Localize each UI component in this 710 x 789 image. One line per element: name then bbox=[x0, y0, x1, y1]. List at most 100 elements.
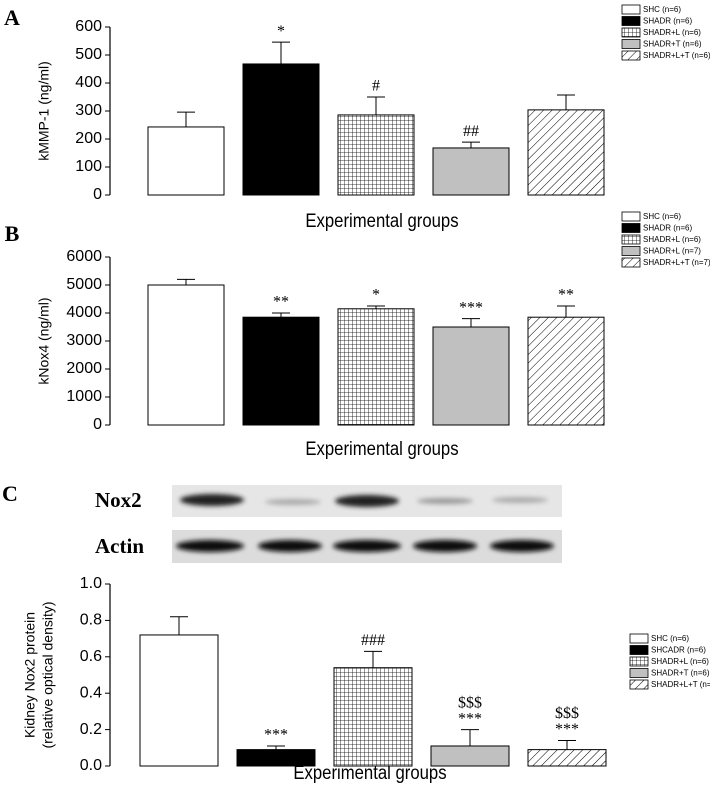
significance-label: ** bbox=[558, 287, 574, 304]
y-tick-label: 3000 bbox=[66, 332, 102, 349]
bar bbox=[432, 147, 510, 196]
significance-label: $$$ bbox=[458, 694, 482, 711]
legend-swatch bbox=[621, 4, 641, 15]
legend-label: SHADR+L+T (n=6) bbox=[643, 51, 710, 60]
panel-label: A bbox=[4, 5, 20, 30]
y-axis-label: (relative optical density) bbox=[40, 601, 56, 748]
legend-swatch bbox=[629, 645, 649, 655]
blot-band bbox=[413, 540, 477, 552]
legend-label: SHADR+L (n=6) bbox=[643, 28, 701, 37]
legend-swatch bbox=[621, 246, 641, 256]
significance-label: # bbox=[372, 78, 380, 95]
blot-band bbox=[417, 498, 473, 504]
x-axis-label: Experimental groups bbox=[305, 210, 458, 231]
legend-label: SHC (n=6) bbox=[651, 634, 689, 643]
significance-label: * bbox=[277, 23, 285, 40]
y-tick-label: 0.4 bbox=[80, 684, 102, 701]
y-tick-label: 0 bbox=[93, 416, 102, 433]
y-tick-label: 5000 bbox=[66, 276, 102, 293]
significance-label: *** bbox=[264, 727, 288, 744]
western-blot bbox=[172, 485, 562, 563]
bar bbox=[430, 745, 510, 767]
y-tick-label: 2000 bbox=[66, 360, 102, 377]
legend-label: SHADR+L (n=6) bbox=[651, 657, 709, 666]
legend-swatch bbox=[621, 16, 641, 26]
y-axis-label: Kidney Nox2 protein bbox=[22, 612, 38, 738]
legend-swatch bbox=[621, 234, 641, 245]
blot-band bbox=[258, 540, 322, 552]
legend-label: SHADR+T (n=6) bbox=[643, 40, 702, 49]
panel-label: B bbox=[5, 221, 20, 246]
y-tick-label: 4000 bbox=[66, 304, 102, 321]
legend-swatch bbox=[621, 223, 641, 233]
y-tick-label: 400 bbox=[75, 74, 102, 91]
y-tick-label: 0 bbox=[93, 186, 102, 203]
legend-swatch bbox=[629, 679, 649, 690]
y-tick-label: 0.2 bbox=[80, 721, 102, 738]
blot-band bbox=[176, 540, 244, 552]
panel-label: C bbox=[2, 481, 18, 506]
blot-band bbox=[333, 540, 401, 552]
y-tick-label: 6000 bbox=[66, 248, 102, 265]
significance-label: $$$ bbox=[555, 705, 579, 722]
legend-label: SHC (n=6) bbox=[643, 212, 681, 221]
legend-label: SHADR+L (n=6) bbox=[643, 235, 701, 244]
y-tick-label: 200 bbox=[75, 130, 102, 147]
y-tick-label: 0.0 bbox=[80, 757, 102, 774]
bar bbox=[242, 316, 320, 426]
significance-label: *** bbox=[459, 299, 483, 316]
y-axis-label: kNox4 (ng/ml) bbox=[36, 297, 52, 384]
y-tick-label: 500 bbox=[75, 46, 102, 63]
blot-label: Actin bbox=[95, 534, 144, 558]
bar bbox=[432, 326, 510, 426]
legend-swatch bbox=[621, 27, 641, 38]
y-axis-label: kMMP-1 (ng/ml) bbox=[36, 61, 52, 161]
legend-swatch bbox=[629, 633, 649, 644]
legend-swatch bbox=[621, 257, 641, 268]
bar bbox=[147, 126, 225, 196]
significance-label: *** bbox=[458, 710, 482, 727]
y-tick-label: 1000 bbox=[66, 388, 102, 405]
blot-label: Nox2 bbox=[95, 488, 142, 512]
y-tick-label: 300 bbox=[75, 102, 102, 119]
bar bbox=[147, 284, 225, 426]
significance-label: ** bbox=[273, 294, 289, 311]
x-axis-label: Experimental groups bbox=[305, 438, 458, 459]
legend-label: SHADR+L (n=7) bbox=[643, 247, 701, 256]
bar bbox=[527, 316, 605, 426]
y-tick-label: 600 bbox=[75, 18, 102, 35]
legend-swatch bbox=[621, 50, 641, 61]
blot-band bbox=[335, 495, 399, 507]
y-tick-label: 1.0 bbox=[80, 575, 102, 592]
legend-label: SHADR (n=6) bbox=[643, 224, 692, 233]
legend-label: SHADR+L+T (n=6) bbox=[651, 680, 710, 689]
bar bbox=[337, 114, 415, 196]
y-tick-label: 100 bbox=[75, 158, 102, 175]
blot-band bbox=[490, 540, 554, 552]
bar bbox=[242, 63, 320, 196]
legend-label: SHCADR (n=6) bbox=[651, 646, 706, 655]
y-tick-label: 0.6 bbox=[80, 648, 102, 665]
legend-swatch bbox=[621, 39, 641, 49]
bar bbox=[527, 109, 605, 196]
y-tick-label: 0.8 bbox=[80, 612, 102, 629]
legend-label: SHADR+T (n=6) bbox=[651, 669, 710, 678]
bar bbox=[337, 308, 415, 426]
legend-label: SHADR+L+T (n=7) bbox=[643, 258, 710, 267]
blot-band bbox=[180, 494, 244, 506]
bar bbox=[236, 749, 316, 767]
blot-band bbox=[492, 497, 548, 503]
bar bbox=[333, 667, 413, 767]
significance-label: *** bbox=[555, 721, 579, 738]
blot-band bbox=[265, 499, 321, 505]
legend-label: SHADR (n=6) bbox=[643, 17, 692, 26]
legend-swatch bbox=[629, 656, 649, 667]
legend-label: SHC (n=6) bbox=[643, 5, 681, 14]
significance-label: * bbox=[372, 287, 380, 304]
legend-swatch bbox=[621, 211, 641, 222]
legend-swatch bbox=[629, 668, 649, 678]
significance-label: ### bbox=[361, 632, 385, 649]
significance-label: ## bbox=[463, 123, 479, 140]
bar bbox=[527, 749, 607, 767]
